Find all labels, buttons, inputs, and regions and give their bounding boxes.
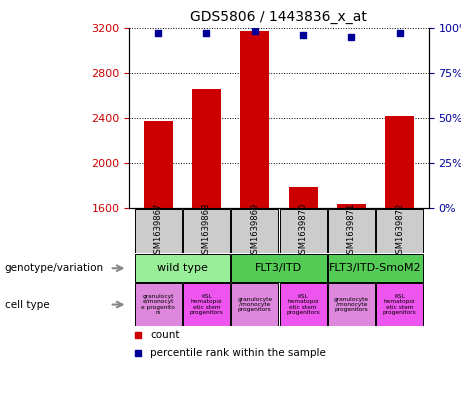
Text: FLT3/ITD: FLT3/ITD [255, 263, 302, 273]
FancyBboxPatch shape [183, 209, 230, 253]
Bar [143, 121, 172, 208]
Text: KSL
hematopoi
etic stem
progenitors: KSL hematopoi etic stem progenitors [189, 294, 223, 315]
FancyBboxPatch shape [376, 283, 423, 326]
Text: cell type: cell type [5, 299, 49, 310]
Text: count: count [150, 330, 179, 340]
Text: GSM1639872: GSM1639872 [395, 203, 404, 259]
Text: wild type: wild type [157, 263, 208, 273]
FancyBboxPatch shape [280, 209, 326, 253]
FancyBboxPatch shape [328, 209, 375, 253]
Text: granulocyte
/monocyte
progenitors: granulocyte /monocyte progenitors [334, 297, 369, 312]
Text: granulocyte
/monocyte
progenitors: granulocyte /monocyte progenitors [237, 297, 272, 312]
Text: FLT3/ITD-SmoM2: FLT3/ITD-SmoM2 [329, 263, 422, 273]
Bar [192, 88, 221, 208]
FancyBboxPatch shape [280, 283, 326, 326]
Point [396, 30, 403, 36]
Text: GSM1639868: GSM1639868 [202, 203, 211, 259]
FancyBboxPatch shape [376, 209, 423, 253]
Title: GDS5806 / 1443836_x_at: GDS5806 / 1443836_x_at [190, 10, 367, 24]
Text: granulocyt
e/monocyt
e progenito
rs: granulocyt e/monocyt e progenito rs [141, 294, 175, 315]
Bar [337, 204, 366, 208]
FancyBboxPatch shape [231, 209, 278, 253]
Text: GSM1639867: GSM1639867 [154, 203, 163, 259]
Text: genotype/variation: genotype/variation [5, 263, 104, 273]
FancyBboxPatch shape [135, 254, 230, 282]
Text: GSM1639869: GSM1639869 [250, 203, 259, 259]
Point [154, 30, 162, 36]
Point [203, 30, 210, 36]
FancyBboxPatch shape [328, 283, 375, 326]
FancyBboxPatch shape [135, 209, 182, 253]
Text: GSM1639871: GSM1639871 [347, 203, 356, 259]
FancyBboxPatch shape [183, 283, 230, 326]
Point [135, 332, 142, 338]
FancyBboxPatch shape [231, 254, 326, 282]
FancyBboxPatch shape [328, 254, 423, 282]
Point [251, 28, 259, 34]
Point [299, 31, 307, 38]
FancyBboxPatch shape [231, 283, 278, 326]
Point [348, 33, 355, 40]
Point [135, 350, 142, 356]
Bar [289, 187, 318, 208]
Bar [385, 116, 414, 208]
Text: KSL
hematopoi
etic stem
progenitors: KSL hematopoi etic stem progenitors [286, 294, 320, 315]
Text: GSM1639870: GSM1639870 [299, 203, 307, 259]
Bar [240, 31, 269, 208]
Text: KSL
hematopoi
etic stem
progenitors: KSL hematopoi etic stem progenitors [383, 294, 417, 315]
Text: percentile rank within the sample: percentile rank within the sample [150, 348, 326, 358]
FancyBboxPatch shape [135, 283, 182, 326]
